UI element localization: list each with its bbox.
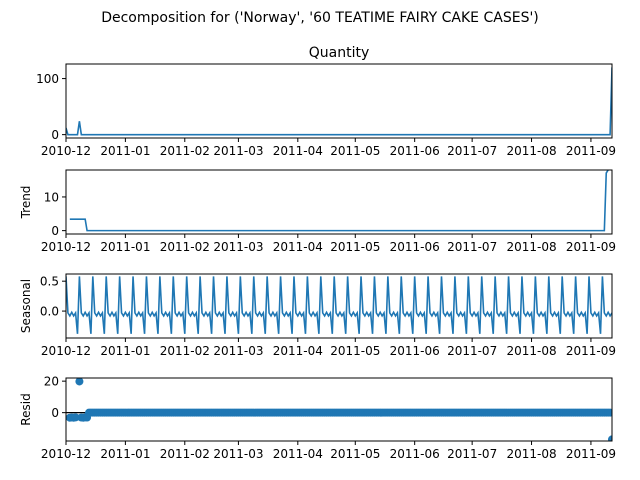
x-tick-label: 2011-09 (566, 240, 616, 254)
x-tick-label: 2011-05 (330, 447, 380, 461)
axes-frame (65, 63, 613, 139)
axes-frame (65, 377, 613, 442)
x-tick-label: 2011-08 (506, 240, 556, 254)
x-tick-label: 2011-07 (447, 447, 497, 461)
x-tick-label: 2011-01 (100, 240, 150, 254)
x-tick-label: 2011-08 (506, 344, 556, 358)
x-tick-label: 2011-05 (330, 344, 380, 358)
x-tick-label: 2010-12 (41, 240, 91, 254)
plot-area (69, 170, 609, 232)
resid-point (75, 378, 84, 386)
x-tick-label: 2011-02 (160, 447, 210, 461)
subplot-1: Quantity 0 100 2010-12 2011-01 2011-02 2011-03… (36, 45, 616, 158)
subplot-2: Trend 0 10 2010-12 2011-01 2011-02 2011-03 2011… (19, 169, 616, 254)
y-tick-label: 0.5 (40, 275, 59, 289)
series-line (66, 67, 612, 136)
x-tick-label: 2011-09 (566, 447, 616, 461)
x-tick-label: 2011-09 (566, 344, 616, 358)
y-tick-label: 10 (44, 190, 59, 204)
x-tick-label: 2011-03 (213, 240, 263, 254)
subplot-4: Resid 0 20 2010-12 2011-01 2011-02 2011-03 2011… (19, 375, 616, 461)
x-tick-label: 2010-12 (41, 344, 91, 358)
x-tick-label: 2010-12 (41, 447, 91, 461)
figure-suptitle: Decomposition for ('Norway', '60 TEATIME… (101, 10, 539, 26)
x-tick-label: 2011-02 (160, 144, 210, 158)
series-line (69, 170, 609, 232)
axes-frame (65, 169, 613, 235)
x-tick-label: 2011-04 (273, 240, 323, 254)
x-tick-label: 2011-08 (506, 447, 556, 461)
y-axis-label: Seasonal (19, 279, 33, 333)
y-tick-label: 0.0 (40, 305, 59, 319)
y-axis-label: Resid (19, 393, 33, 425)
x-tick-label: 2010-12 (41, 144, 91, 158)
x-tick-label: 2011-05 (330, 240, 380, 254)
x-tick-label: 2011-01 (100, 447, 150, 461)
x-tick-label: 2011-09 (566, 144, 616, 158)
x-tick-label: 2011-04 (273, 344, 323, 358)
plot-area (66, 276, 612, 334)
x-tick-label: 2011-01 (100, 344, 150, 358)
series-line (66, 276, 612, 334)
x-tick-label: 2011-02 (160, 344, 210, 358)
plot-area (66, 67, 612, 136)
x-tick-label: 2011-04 (273, 144, 323, 158)
x-tick-label: 2011-03 (213, 447, 263, 461)
x-tick-label: 2011-06 (390, 447, 440, 461)
axes-frame (65, 273, 613, 339)
y-tick-label: 100 (36, 72, 59, 86)
y-tick-label: 0 (51, 406, 59, 420)
resid-point (606, 408, 612, 417)
x-tick-label: 2011-07 (447, 144, 497, 158)
x-tick-label: 2011-01 (100, 144, 150, 158)
x-tick-label: 2011-06 (390, 240, 440, 254)
x-tick-label: 2011-02 (160, 240, 210, 254)
x-tick-label: 2011-03 (213, 144, 263, 158)
x-tick-label: 2011-06 (390, 144, 440, 158)
y-tick-label: 20 (44, 375, 59, 389)
x-tick-label: 2011-06 (390, 344, 440, 358)
x-tick-label: 2011-08 (506, 144, 556, 158)
resid-point (71, 413, 80, 422)
subplot-title: Quantity (309, 45, 370, 61)
x-tick-label: 2011-07 (447, 240, 497, 254)
y-axis-label: Trend (19, 186, 33, 220)
x-tick-label: 2011-03 (213, 344, 263, 358)
y-tick-label: 0 (51, 128, 59, 142)
resid-point (608, 435, 612, 441)
plot-area (66, 378, 612, 441)
x-tick-label: 2011-04 (273, 447, 323, 461)
resid-point (83, 413, 92, 422)
y-tick-label: 0 (51, 224, 59, 238)
x-tick-label: 2011-05 (330, 144, 380, 158)
x-tick-label: 2011-07 (447, 344, 497, 358)
